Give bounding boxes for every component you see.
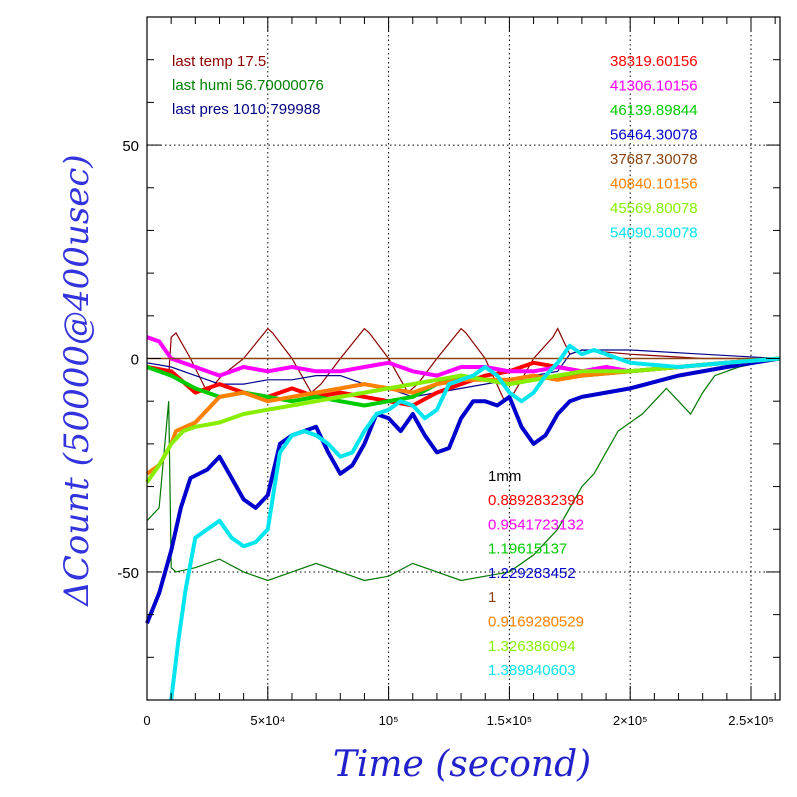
value-legend: 38319.60156 41306.10156 46139.89844 56464.3… [610, 53, 698, 242]
x-tick-label: 5×10⁴ [250, 713, 285, 728]
series-line-7 [169, 343, 781, 701]
tick-labels: 0 5×10⁴ 10⁵ 1.5×10⁵ 2×10⁵ 2.5×10⁵ -50 0 50 [117, 138, 773, 728]
x-tick-label: 2×10⁵ [613, 713, 648, 728]
legend-value: 41306.10156 [610, 78, 698, 95]
env-label: last pres 1010.799988 [172, 101, 320, 118]
x-axis-title: Time (second) [333, 744, 591, 785]
y-tick-label: 0 [131, 352, 139, 369]
series-curves [145, 327, 781, 701]
y-axis-title: ΔCount (50000@400usec) [57, 154, 97, 607]
legend-value: 56464.30078 [610, 127, 698, 144]
x-tick-label: 0 [143, 713, 150, 728]
legend-ratio: 1.19615137 [488, 541, 567, 558]
legend-ratio: 1.389840603 [488, 662, 576, 679]
series-line-3 [145, 356, 781, 624]
legend-value: 37687.30078 [610, 151, 698, 168]
legend-value: 54090.30078 [610, 225, 698, 242]
legend-ratio: 1.229283452 [488, 565, 576, 582]
y-tick-label: -50 [117, 565, 139, 582]
legend-ratio: 0.8892832398 [488, 492, 584, 509]
x-tick-label: 1.5×10⁵ [487, 713, 533, 728]
legend-value: 38319.60156 [610, 53, 698, 70]
x-tick-label: 2.5×10⁵ [728, 713, 774, 728]
legend-ratio: 1 [488, 589, 496, 606]
legend-header: 1mm [488, 468, 521, 485]
legend-ratio: 1.326386094 [488, 638, 576, 655]
env-label: last humi 56.70000076 [172, 77, 324, 94]
axis-ticks [146, 16, 780, 701]
x-tick-label: 10⁵ [379, 713, 399, 728]
env-curve-temp [146, 327, 780, 403]
legend-ratio: 0.9169280529 [488, 614, 584, 631]
env-label: last temp 17.5 [172, 53, 266, 70]
env-curve-humi [146, 357, 781, 582]
ratio-legend: 1mm 0.8892832398 0.9541723132 1.19615137 1.2… [488, 468, 584, 679]
series-line-1 [146, 335, 781, 378]
y-tick-label: 50 [122, 138, 139, 155]
legend-value: 40840.10156 [610, 176, 698, 193]
legend-value: 45569.80078 [610, 200, 698, 217]
legend-value: 46139.89844 [610, 102, 698, 119]
series-line-5 [145, 356, 781, 476]
environment-labels: last temp 17.5 last humi 56.70000076 last … [172, 53, 324, 118]
legend-ratio: 0.9541723132 [488, 516, 584, 533]
series-line-6 [145, 356, 781, 484]
